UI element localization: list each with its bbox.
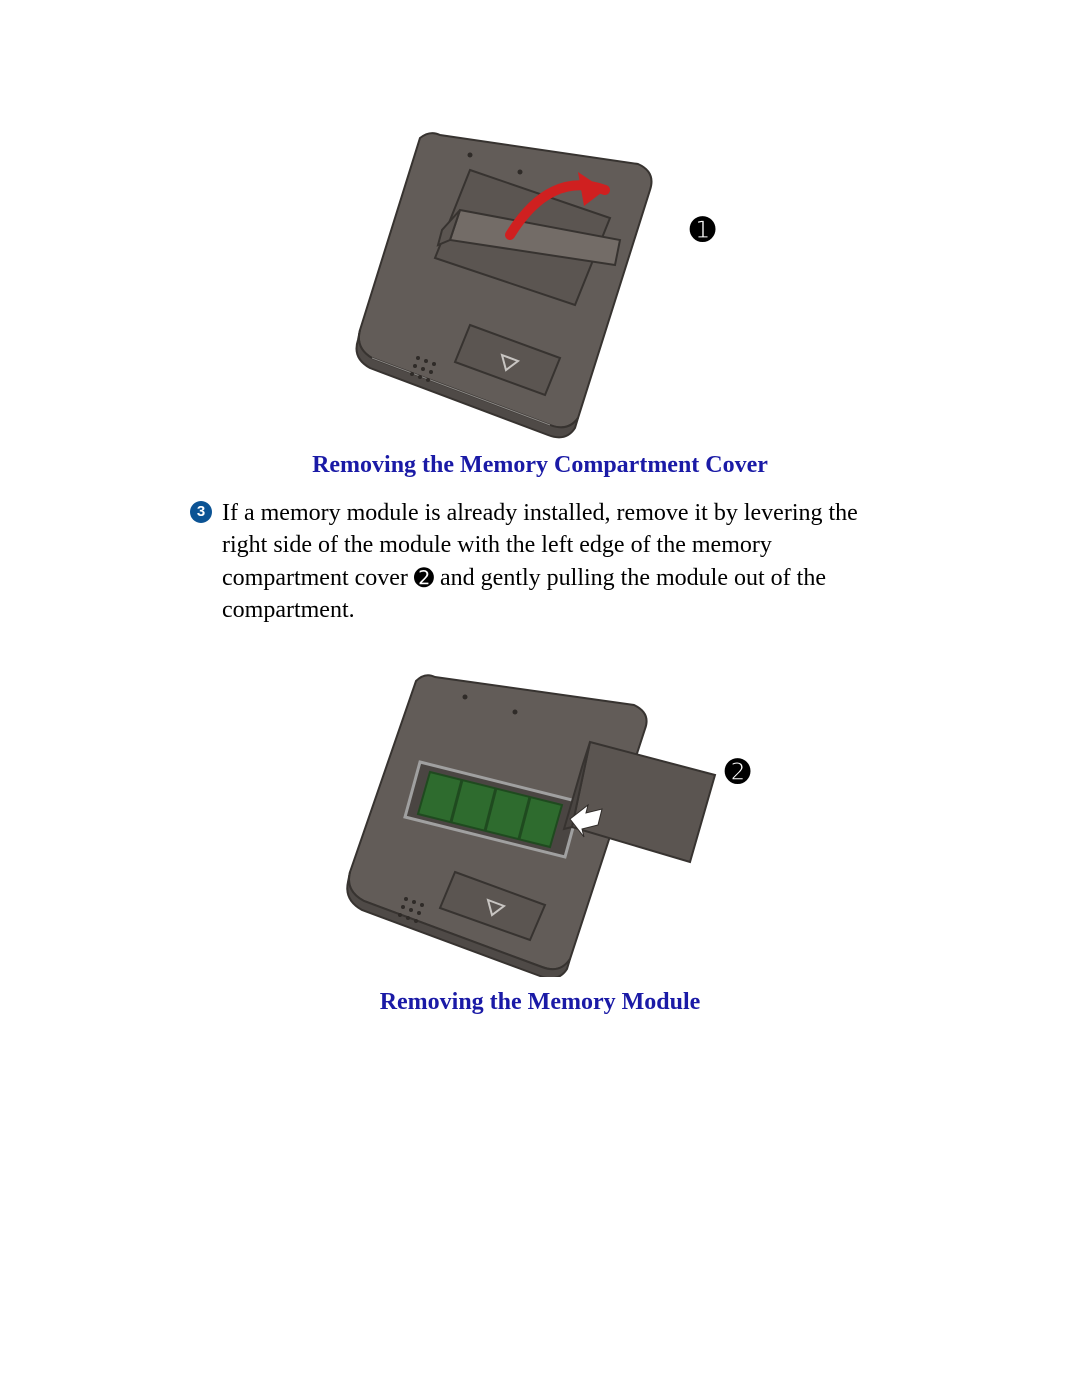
figure-1-illustration: ➊ (320, 100, 760, 440)
figure-2-caption: Removing the Memory Module (0, 989, 1080, 1016)
figure-1-wrap: ➊ (0, 100, 1080, 440)
figure-2-wrap: ➋ (0, 647, 1080, 977)
figure-2-illustration: ➋ (320, 647, 760, 977)
document-page: ➊ Removing the Memory Compartment Cover … (0, 0, 1080, 1397)
step-3-text: If a memory module is already installed,… (222, 497, 890, 627)
figure-1-caption: Removing the Memory Compartment Cover (0, 452, 1080, 479)
step-3-row: 3 If a memory module is already installe… (190, 497, 890, 627)
figure-2-callout: ➋ (724, 756, 751, 789)
figure-1-callout: ➊ (689, 214, 716, 247)
step-3-inline-ref: ➋ (414, 566, 434, 592)
step-3-bullet: 3 (190, 501, 212, 523)
